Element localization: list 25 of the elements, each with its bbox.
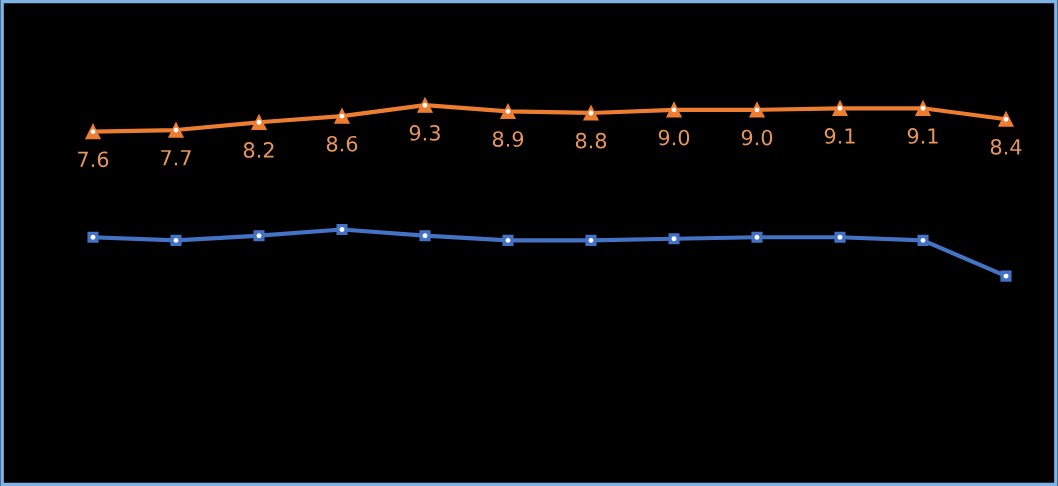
data-label: 9.0 — [658, 129, 690, 146]
data-label: 9.3 — [409, 125, 440, 141]
data-label: 8.9 — [492, 131, 524, 147]
point — [417, 97, 433, 113]
point — [85, 123, 101, 140]
data-label: 9.0 — [741, 129, 773, 146]
point — [832, 100, 848, 116]
data-label: 8.4 — [990, 138, 1022, 155]
point — [583, 105, 599, 121]
data-label: 7.7 — [161, 150, 191, 166]
point — [749, 102, 765, 118]
data-label: 9.1 — [907, 128, 938, 144]
point — [666, 102, 682, 118]
point — [336, 223, 348, 236]
point — [334, 108, 350, 124]
point — [915, 100, 931, 116]
point — [251, 114, 267, 130]
data-label: 8.8 — [575, 132, 607, 149]
data-label: 9.1 — [824, 128, 855, 144]
data-label: 8.6 — [326, 135, 358, 152]
point — [500, 103, 516, 120]
point — [168, 122, 184, 138]
data-label: 8.2 — [243, 142, 274, 158]
point — [998, 111, 1014, 127]
data-label: 7.6 — [78, 151, 109, 168]
